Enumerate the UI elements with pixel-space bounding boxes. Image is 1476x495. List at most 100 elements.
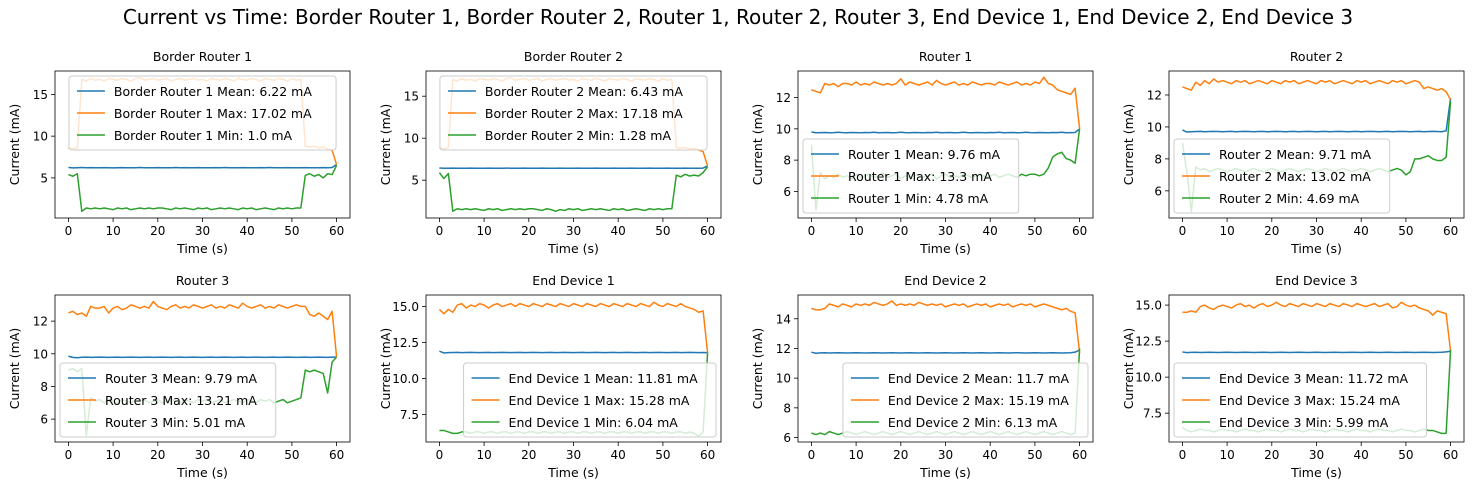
y-axis-label: Current (mA) [378,328,393,409]
y-tick-label: 5 [411,174,419,188]
y-tick-label: 15 [33,88,48,102]
x-axis-label: Time (s) [176,465,228,480]
subplot-4: Router 2 0 10 20 30 40 50 60 6 8 10 12 Time (s) Curre… [1121,49,1465,256]
x-tick-label: 60 [1072,224,1087,238]
legend-entry: Router 1 Mean: 9.76 mA [848,147,1001,162]
x-tick-label: 10 [105,224,120,238]
series-line-mean [68,163,338,169]
series-line-min [438,166,709,213]
x-tick-label: 20 [1264,448,1279,462]
legend: End Device 2 Mean: 11.7 mA End Device 2 M… [842,362,1089,438]
legend-entry: Router 1 Max: 13.3 mA [848,169,992,184]
y-tick-label: 10 [776,122,791,136]
series-line-mean [439,350,708,354]
x-tick-label: 40 [1354,448,1369,462]
subplot-title: Router 3 [176,273,229,288]
y-axis-label: Current (mA) [378,104,393,185]
legend-entry: Router 2 Max: 13.02 mA [1219,169,1371,184]
y-tick-label: 5 [40,171,48,185]
x-tick-label: 10 [105,448,120,462]
x-tick-label: 50 [1027,224,1042,238]
x-tick-label: 10 [848,224,863,238]
x-tick-label: 30 [938,448,953,462]
x-tick-label: 40 [983,224,998,238]
subplot-title: Router 2 [1290,49,1343,64]
legend-box [59,362,277,438]
subplot-3: Router 1 0 10 20 30 40 50 60 6 8 10 12 Time (s) Curre… [750,49,1094,256]
x-tick-label: 50 [284,224,299,238]
legend-box [802,138,1020,214]
legend: Border Router 2 Mean: 6.43 mA Border Rout… [439,75,708,151]
y-tick-label: 6 [783,185,791,199]
legend: Router 1 Mean: 9.76 mA Router 1 Max: 13.3… [802,138,1020,214]
y-tick-label: 6 [1154,184,1162,198]
subplot-5: Router 3 0 10 20 30 40 50 60 6 8 10 12 Time (s) Curre… [7,273,351,480]
x-tick-label: 50 [1398,448,1413,462]
x-tick-label: 50 [284,448,299,462]
series-line-max [438,301,709,353]
x-tick-label: 0 [65,224,73,238]
series-line-mean [811,349,1080,354]
series-line-mean [68,355,337,359]
y-tick-label: 10 [776,372,791,386]
x-axis-label: Time (s) [1290,241,1342,256]
x-tick-label: 40 [611,448,626,462]
y-tick-label: 12 [33,315,48,329]
x-tick-label: 10 [476,448,491,462]
series-line-max [1182,78,1452,101]
x-tick-label: 30 [195,448,210,462]
series-line-mean [1182,350,1451,354]
x-tick-label: 40 [240,224,255,238]
x-tick-label: 60 [1443,224,1458,238]
y-tick-label: 8 [783,154,791,168]
subplot-title: End Device 3 [1275,273,1357,288]
y-tick-label: 15.0 [392,300,419,314]
x-tick-label: 20 [1264,224,1279,238]
legend-entry: End Device 1 Mean: 11.81 mA [509,371,699,386]
y-tick-label: 10 [33,347,48,361]
legend-entry: End Device 3 Min: 5.99 mA [1219,415,1389,430]
x-tick-label: 20 [521,448,536,462]
y-tick-label: 8 [1154,152,1162,166]
subplot-title: Border Router 1 [153,49,252,64]
legend-entry: Border Router 2 Max: 17.18 mA [485,106,683,121]
y-axis-label: Current (mA) [7,104,22,185]
legend-box [1173,138,1391,214]
y-axis-label: Current (mA) [7,328,22,409]
x-tick-label: 50 [655,448,670,462]
series-line-mean [1182,98,1452,133]
x-tick-label: 60 [329,224,344,238]
series-line-mean [811,128,1081,134]
x-axis-label: Time (s) [176,241,228,256]
x-tick-label: 0 [436,224,444,238]
subplot-6: End Device 1 0 10 20 30 40 50 60 7.5 10.0 12.5 15.0… [378,273,722,480]
x-tick-label: 40 [983,448,998,462]
x-tick-label: 10 [1219,448,1234,462]
series-line-max [811,300,1081,353]
x-tick-label: 0 [65,448,73,462]
y-tick-label: 8 [40,380,48,394]
series-line-max [1182,301,1452,352]
legend-entry: Border Router 1 Mean: 6.22 mA [114,84,312,99]
x-tick-label: 40 [240,448,255,462]
x-tick-label: 50 [1027,448,1042,462]
y-tick-label: 12 [776,91,791,105]
y-tick-label: 12 [776,342,791,356]
y-tick-label: 6 [40,413,48,427]
legend-box [439,75,708,151]
x-tick-label: 0 [1179,448,1187,462]
x-tick-label: 30 [1309,448,1324,462]
y-tick-label: 12.5 [392,336,419,350]
legend-entry: End Device 2 Max: 15.19 mA [888,393,1069,408]
x-tick-label: 60 [329,448,344,462]
legend-entry: Router 3 Min: 5.01 mA [105,415,246,430]
y-axis-label: Current (mA) [1121,104,1136,185]
legend-entry: Border Router 2 Mean: 6.43 mA [485,84,683,99]
y-tick-label: 8 [783,401,791,415]
plot-frame [54,294,351,443]
y-tick-label: 10 [404,132,419,146]
legend-box [463,362,717,438]
figure-title: Current vs Time: Border Router 1, Border… [122,5,1354,29]
plot-frame [797,70,1094,219]
y-tick-label: 12.5 [1135,335,1162,349]
